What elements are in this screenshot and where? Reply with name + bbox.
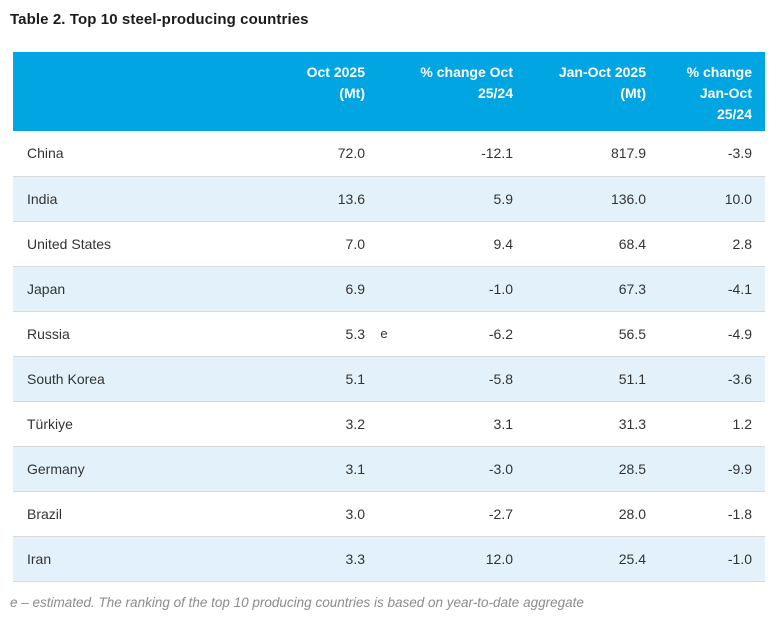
footnote: e – estimated. The ranking of the top 10… <box>10 594 584 610</box>
oct-mt-cell: 6.9 <box>263 266 365 311</box>
oct-mt-cell: 3.2 <box>345 415 365 432</box>
pct-change-jan-oct-cell: -4.9 <box>727 325 752 342</box>
oct-mt-cell: 7.0 <box>345 235 365 252</box>
oct-mt-cell: 3.3 <box>263 536 365 581</box>
jan-oct-mt-cell: 67.3 <box>513 266 646 311</box>
oct-mt-cell: 5.3 <box>345 325 365 342</box>
oct-mt-cell: 13.6 <box>263 176 365 221</box>
country-cell: Russia <box>27 325 70 342</box>
pct-change-jan-oct-cell: -4.1 <box>646 266 765 311</box>
country-cell: Japan <box>13 266 263 311</box>
pct-change-jan-oct-cell: 2.8 <box>732 235 752 252</box>
table-header: Oct 2025 (Mt) % change Oct 25/24 Jan-Oct… <box>13 52 765 131</box>
oct-mt-cell: 72.0 <box>337 145 365 162</box>
jan-oct-mt-cell: 56.5 <box>618 325 646 342</box>
page: Table 2. Top 10 steel-producing countrie… <box>0 11 780 629</box>
header-row: Oct 2025 (Mt) % change Oct 25/24 Jan-Oct… <box>13 52 765 131</box>
table-row-south-korea: South Korea 5.1 -5.8 51.1 -3.6 <box>13 356 765 401</box>
jan-oct-mt-cell: 136.0 <box>513 176 646 221</box>
pct-change-jan-oct-cell: -9.9 <box>646 446 765 491</box>
estimate-marker-cell <box>365 221 403 266</box>
jan-oct-mt-cell: 28.0 <box>618 505 646 522</box>
pct-change-oct-cell: 12.0 <box>403 536 513 581</box>
table-row-brazil: Brazil 3.0 -2.7 28.0 -1.8 <box>13 491 765 536</box>
country-cell: China <box>27 145 64 162</box>
table-row-united-states: United States 7.0 9.4 68.4 2.8 <box>13 221 765 266</box>
table-title: Table 2. Top 10 steel-producing countrie… <box>10 11 309 28</box>
jan-oct-mt-cell: 28.5 <box>513 446 646 491</box>
estimate-marker-cell <box>365 176 403 221</box>
estimate-marker-cell <box>365 491 403 536</box>
country-cell: United States <box>27 235 112 252</box>
pct-change-oct-cell: -5.8 <box>403 356 513 401</box>
pct-change-jan-oct-cell: 1.2 <box>732 415 752 432</box>
table-row-india: India 13.6 5.9 136.0 10.0 <box>13 176 765 221</box>
pct-change-jan-oct-cell: -1.0 <box>646 536 765 581</box>
jan-oct-mt-cell: 31.3 <box>618 415 646 432</box>
pct-change-oct-cell: -3.0 <box>403 446 513 491</box>
estimate-marker-cell <box>365 356 403 401</box>
pct-change-jan-oct-cell: -3.9 <box>727 145 752 162</box>
pct-change-jan-oct-cell: 10.0 <box>646 176 765 221</box>
country-cell: India <box>13 176 263 221</box>
pct-change-oct-cell: -1.0 <box>403 266 513 311</box>
header-pct-change-oct: % change Oct 25/24 <box>403 52 513 131</box>
pct-change-oct-cell: 3.1 <box>493 415 513 432</box>
jan-oct-mt-cell: 817.9 <box>610 145 646 162</box>
estimate-marker-cell <box>365 536 403 581</box>
steel-production-table: Oct 2025 (Mt) % change Oct 25/24 Jan-Oct… <box>13 52 765 582</box>
oct-mt-cell: 5.1 <box>263 356 365 401</box>
table-row-russia: Russia 5.3 e -6.2 56.5 -4.9 <box>13 311 765 356</box>
country-cell: Iran <box>13 536 263 581</box>
table-row-china: China 72.0 -12.1 817.9 -3.9 <box>13 131 765 176</box>
pct-change-oct-cell: 5.9 <box>403 176 513 221</box>
header-jan-oct-2025-mt: Jan-Oct 2025 (Mt) <box>513 52 646 131</box>
header-country <box>13 52 263 131</box>
table-row-turkiye: Türkiye 3.2 3.1 31.3 1.2 <box>13 401 765 446</box>
pct-change-oct-cell: 9.4 <box>493 235 513 252</box>
pct-change-jan-oct-cell: -3.6 <box>646 356 765 401</box>
estimate-marker-cell <box>365 266 403 311</box>
country-cell: Brazil <box>27 505 63 522</box>
estimate-marker-cell <box>365 446 403 491</box>
oct-mt-cell: 3.1 <box>263 446 365 491</box>
jan-oct-mt-cell: 51.1 <box>513 356 646 401</box>
table-row-japan: Japan 6.9 -1.0 67.3 -4.1 <box>13 266 765 311</box>
oct-mt-cell: 3.0 <box>345 505 365 522</box>
header-oct-2025-mt: Oct 2025 (Mt) <box>263 52 365 131</box>
estimate-marker-cell <box>365 401 403 446</box>
country-cell: South Korea <box>13 356 263 401</box>
header-estimate-marker <box>365 52 403 131</box>
pct-change-oct-cell: -6.2 <box>488 325 513 342</box>
jan-oct-mt-cell: 25.4 <box>513 536 646 581</box>
estimate-marker-cell: e <box>380 326 388 341</box>
country-cell: Germany <box>13 446 263 491</box>
table-row-germany: Germany 3.1 -3.0 28.5 -9.9 <box>13 446 765 491</box>
country-cell: Türkiye <box>27 415 73 432</box>
pct-change-oct-cell: -12.1 <box>481 145 513 162</box>
header-pct-change-jan-oct: % change Jan-Oct 25/24 <box>646 52 765 131</box>
pct-change-oct-cell: -2.7 <box>488 505 513 522</box>
pct-change-jan-oct-cell: -1.8 <box>727 505 752 522</box>
table-body: China 72.0 -12.1 817.9 -3.9 India 13.6 5… <box>13 131 765 581</box>
table-row-iran: Iran 3.3 12.0 25.4 -1.0 <box>13 536 765 581</box>
jan-oct-mt-cell: 68.4 <box>618 235 646 252</box>
estimate-marker-cell <box>365 131 403 176</box>
